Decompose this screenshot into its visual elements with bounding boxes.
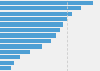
Bar (0, 50, 30, 54)
Bar (0, 61, 14, 65)
Bar (0, 17, 67, 21)
Bar (0, 55, 20, 59)
Bar (0, 33, 56, 38)
Bar (0, 12, 72, 16)
Bar (0, 39, 51, 43)
Bar (0, 6, 82, 10)
Bar (0, 28, 60, 32)
Bar (0, 44, 42, 49)
Bar (0, 22, 63, 27)
Bar (0, 66, 11, 70)
Bar (0, 1, 93, 5)
